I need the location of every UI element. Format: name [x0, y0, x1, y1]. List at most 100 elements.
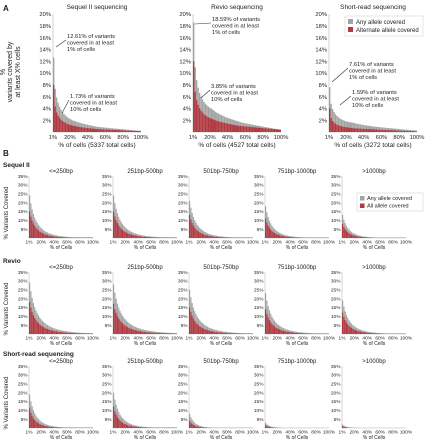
subplot-bar-any: [72, 332, 74, 334]
subplot-bar-all: [130, 328, 133, 334]
subplot-bar-all: [151, 237, 153, 238]
subplot-bar-all: [29, 302, 31, 334]
subplot-title-0-1: 251bp-500bp: [127, 169, 163, 175]
subplot-bar-any: [382, 333, 385, 334]
subplot-bar-all: [164, 333, 166, 334]
subplot-bar-all: [145, 332, 147, 334]
subplot-bar-all: [125, 424, 127, 428]
chart-a1-bar-alt: [228, 123, 230, 132]
subplot-bar-all: [221, 332, 223, 334]
chart-a2-bar-alt: [353, 128, 356, 132]
chart-a1-bar-alt: [232, 124, 234, 132]
subplot-xtick: 100%: [87, 336, 100, 342]
subplot-xtick: 40%: [209, 430, 219, 436]
subplot-bar-any: [374, 237, 376, 238]
chart-a2-bar-any: [403, 129, 406, 132]
chart-a1-bar-alt: [270, 128, 273, 132]
subplot-xlabel: % of Cells: [210, 341, 233, 347]
subplot-bar-all: [350, 327, 353, 334]
chart-a1-bar-alt: [223, 122, 226, 132]
panel-a-label: A: [3, 4, 9, 13]
subplot-bar-all: [134, 235, 136, 238]
chart-a0-bar-alt: [80, 127, 83, 132]
subplot-ytick: 35%: [254, 270, 264, 276]
subplot-ytick: 25%: [102, 288, 112, 294]
subplot-ytick: 25%: [254, 288, 264, 294]
chart-a0-bar-alt: [95, 129, 97, 132]
chart-a0-bar-alt: [88, 128, 90, 132]
chart-a1-ytick: 16%: [179, 36, 191, 42]
subplot-bar-any: [174, 333, 176, 334]
chart-a1-bar-alt: [264, 128, 267, 132]
subplot-bar-any: [203, 426, 205, 428]
chart-a1-bar-alt: [245, 126, 248, 132]
chart-a0-ytick: 20%: [39, 12, 51, 18]
chart-a2-bar-alt: [339, 125, 341, 132]
subplot-xtick: 40%: [362, 240, 372, 246]
subplot-title-0-3: 751bp-1000bp: [278, 169, 317, 175]
chart-a1-bar-alt: [254, 127, 256, 132]
subplot-bar-any: [200, 426, 202, 428]
subplot-bar-any: [137, 425, 139, 428]
chart-a2-bar-alt: [387, 130, 390, 132]
subplot-ytick: 10%: [331, 218, 341, 224]
subplot-bar-any: [195, 423, 197, 428]
subplot-bar-all: [214, 236, 216, 238]
subplot-xlabel: % of Cells: [134, 341, 157, 347]
chart-a2-bar-any: [387, 128, 390, 132]
chart-a1-bar-alt: [204, 115, 207, 132]
chart-a1-bar-alt: [248, 126, 251, 132]
subplot-bar-any: [226, 236, 228, 238]
subplot-bar-all: [49, 235, 51, 238]
subplot-xtick: 80%: [311, 240, 321, 246]
subplot-bar-any: [291, 236, 294, 238]
chart-a0-xtick: 20%: [64, 135, 76, 141]
subplot-bar-all: [40, 424, 42, 428]
subplot-bar-all: [39, 231, 41, 238]
subplot-bar-any: [147, 427, 149, 428]
chart-a0-bar-alt: [129, 130, 131, 132]
subplot-bar-all: [276, 328, 278, 334]
chart-a2-bar-any: [359, 124, 362, 132]
subplot-bar-all: [55, 427, 58, 428]
subplot-bar-all: [266, 222, 268, 238]
subplot-bar-all: [138, 427, 140, 428]
subplot-bar-all: [118, 225, 120, 238]
subplot-bar-all: [219, 332, 221, 334]
subplot-xtick: 100%: [247, 430, 260, 436]
subplot-bar-all: [353, 235, 355, 238]
subplot-xtick: 20%: [36, 336, 46, 342]
subplot-bar-all: [221, 237, 223, 238]
chart-a2-bar-alt: [411, 131, 413, 132]
subplot-bar-any: [192, 421, 195, 428]
chart-a2-bar-any: [365, 125, 368, 132]
subplot-bar-all: [124, 231, 126, 238]
subplot-bar-any: [134, 425, 136, 428]
subplot-bar-any: [71, 237, 73, 238]
subplot-bar-all: [124, 325, 126, 334]
subplot-bar-all: [39, 424, 41, 428]
subplot-bar-all: [265, 309, 267, 334]
subplot-xtick: 60%: [298, 240, 308, 246]
subplot-ytick: 15%: [102, 305, 112, 311]
annotation-2-line-2: 1% of cells: [212, 30, 240, 36]
subplot-bar-all: [366, 237, 368, 238]
subplot-bar-any: [61, 236, 63, 238]
subplot-ytick: 25%: [331, 382, 341, 388]
chart-a2-bar-alt: [349, 127, 351, 132]
subplot-xtick: 1%: [262, 430, 270, 436]
subplot-bar-all: [124, 424, 126, 428]
subplot-bar-all: [113, 406, 115, 428]
chart-a1-xlabel: % of cells (4527 total cells): [198, 142, 275, 149]
subplot-bar-any: [52, 426, 54, 428]
chart-a2-ytick: 10%: [315, 71, 327, 77]
chart-a1-bar-alt: [201, 112, 204, 132]
chart-a2-bar-any: [355, 123, 357, 132]
subplot-ytick: 5%: [181, 227, 189, 233]
subplot-bar-all: [53, 236, 55, 238]
chart-a2-bar-alt: [337, 125, 340, 132]
chart-a0-xtick: 60%: [100, 135, 112, 141]
subplot-bar-all: [133, 426, 135, 428]
chart-a2-bar-alt: [374, 129, 376, 132]
subplot-bar-all: [203, 234, 205, 238]
